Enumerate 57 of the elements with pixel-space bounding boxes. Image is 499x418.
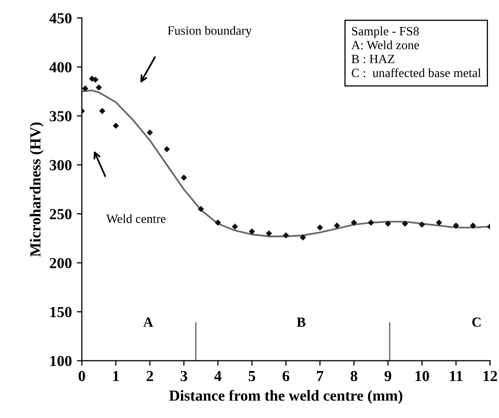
y-tick-label: 200 (50, 258, 72, 268)
y-tick-label: 300 (50, 160, 72, 170)
point (452, 222, 460, 229)
annotation: B (296, 318, 306, 327)
x-tick-label: 1 (113, 370, 119, 382)
point (82, 85, 88, 92)
annotation: B : HAZ (352, 54, 394, 64)
point (300, 234, 306, 240)
point (316, 224, 324, 231)
y-tick-label: 450 (49, 13, 72, 24)
x-tick-label: 10 (416, 370, 430, 382)
x-tick-label: 8 (350, 370, 358, 382)
y-axis-title: Microhardness (HV) (30, 122, 44, 257)
x-tick-label: 3 (180, 370, 188, 382)
annotation: C (472, 318, 481, 327)
x-tick-label: 11 (450, 370, 462, 382)
point (282, 232, 290, 238)
x-tick-label: 4 (214, 371, 222, 382)
y-tick-label: 350 (50, 111, 72, 122)
point (368, 220, 374, 226)
x-tick-label: 0 (78, 370, 86, 382)
x-tick-label: 7 (316, 371, 324, 382)
point (418, 222, 426, 228)
annotation: A: Weld zone (351, 40, 419, 50)
point (350, 220, 358, 226)
point (112, 122, 119, 129)
point (99, 108, 106, 114)
point (164, 146, 170, 152)
point (266, 230, 272, 237)
x-tick-label: 12 (484, 370, 497, 382)
x-tick-label: 6 (282, 370, 290, 382)
x-tick-label: 5 (248, 371, 256, 382)
point (402, 220, 408, 227)
y-tick-label: 400 (49, 62, 72, 72)
point (96, 84, 102, 91)
point (146, 129, 153, 136)
point (248, 228, 256, 235)
annotation: Fusion boundary (168, 26, 252, 38)
point (334, 222, 340, 229)
y-tick-label: 100 (50, 356, 72, 366)
point (198, 206, 204, 212)
x-tick-label: 2 (146, 370, 154, 382)
x-tick-label: 9 (384, 370, 392, 382)
point (214, 220, 222, 226)
y-tick-label: 250 (50, 208, 72, 220)
x-axis-title: Distance from the weld centre (mm) (169, 390, 402, 404)
annotation: C : unaffected base metal (352, 68, 481, 78)
point (470, 222, 476, 229)
point (436, 220, 442, 226)
point (232, 223, 238, 230)
point (92, 76, 99, 83)
y-tick-label: 150 (50, 306, 72, 318)
point (384, 220, 392, 227)
annotation: Sample - FS8 (352, 26, 419, 38)
point (180, 174, 187, 181)
annotation: A (143, 318, 154, 327)
annotation: Weld centre (106, 214, 166, 224)
